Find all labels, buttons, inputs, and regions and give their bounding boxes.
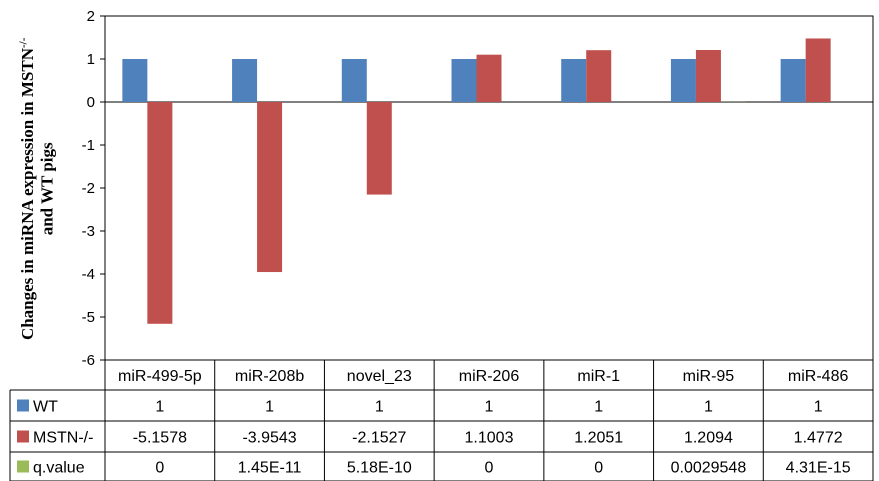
legend-key-MSTN-/- — [17, 430, 29, 443]
category-label: miR-1 — [577, 368, 620, 385]
y-tick-label: 1 — [87, 51, 95, 68]
data-label-MSTN-/-: 1.2094 — [684, 430, 733, 447]
bar-miR-499-5p-WT — [122, 59, 148, 102]
legend-key-q.value — [17, 460, 29, 473]
data-label-q.value: 0 — [485, 460, 494, 477]
data-label-WT: 1 — [155, 399, 164, 416]
bar-miR-499-5p-MSTN-/- — [147, 102, 173, 324]
category-label: miR-208b — [235, 368, 304, 385]
data-label-q.value: 1.45E-11 — [238, 460, 302, 477]
data-label-WT: 1 — [375, 399, 384, 416]
bar-novel_23-WT — [341, 59, 367, 102]
y-ticks-group: -6 -5 -4 -3 -2 -1 0 1 2 — [82, 8, 105, 369]
category-label: miR-95 — [683, 368, 735, 385]
data-label-MSTN-/-: -5.1578 — [133, 430, 187, 447]
data-label-WT: 1 — [485, 399, 494, 416]
category-label: novel_23 — [347, 368, 412, 385]
bar-miR-208b-MSTN-/- — [257, 102, 283, 273]
category-label: miR-499-5p — [118, 368, 202, 385]
y-tick-label: 0 — [87, 94, 95, 111]
data-label-q.value: 4.31E-15 — [786, 460, 851, 477]
bar-miR-486-MSTN-/- — [805, 38, 831, 102]
data-label-q.value: 0.0029548 — [671, 460, 747, 477]
category-label: miR-206 — [459, 368, 520, 385]
category-label: miR-486 — [788, 368, 849, 385]
y-tick-label: -6 — [82, 352, 95, 369]
data-label-WT: 1 — [704, 399, 713, 416]
data-label-MSTN-/-: 1.2051 — [574, 430, 623, 447]
bar-miR-206-MSTN-/- — [476, 54, 502, 102]
bar-miR-95-WT — [670, 59, 696, 102]
bar-miR-206-WT — [451, 59, 477, 102]
legend-label-q.value: q.value — [33, 460, 85, 477]
data-label-q.value: 0 — [155, 460, 164, 477]
data-label-WT: 1 — [265, 399, 274, 416]
data-label-MSTN-/-: 1.4772 — [794, 430, 843, 447]
data-label-MSTN-/-: -2.1527 — [352, 430, 406, 447]
data-label-MSTN-/-: -3.9543 — [242, 430, 296, 447]
y-tick-label: -4 — [82, 266, 95, 283]
y-tick-label: -2 — [82, 180, 95, 197]
legend-key-WT — [17, 399, 29, 412]
data-label-q.value: 0 — [594, 460, 603, 477]
y-tick-label: 2 — [87, 8, 95, 25]
data-label-WT: 1 — [814, 399, 823, 416]
legend-label-MSTN-/-: MSTN-/- — [33, 430, 93, 447]
bar-miR-208b-WT — [232, 59, 258, 102]
bar-miR-1-MSTN-/- — [586, 50, 612, 102]
data-table-group: miR-499-5p miR-208b novel_23 miR-206 miR-1 mi… — [9, 360, 874, 481]
bar-miR-95-MSTN-/- — [695, 49, 721, 102]
data-label-q.value: 5.18E-10 — [347, 460, 412, 477]
data-label-MSTN-/-: 1.1003 — [465, 430, 514, 447]
y-tick-label: -3 — [82, 223, 95, 240]
bars-group — [122, 38, 831, 324]
bar-miR-486-WT — [780, 59, 806, 102]
legend-label-WT: WT — [33, 399, 58, 416]
y-tick-label: -1 — [82, 137, 95, 154]
bar-miR-1-WT — [561, 59, 587, 102]
bar-novel_23-MSTN-/- — [366, 102, 392, 195]
data-label-WT: 1 — [594, 399, 603, 416]
y-tick-label: -5 — [82, 309, 95, 326]
